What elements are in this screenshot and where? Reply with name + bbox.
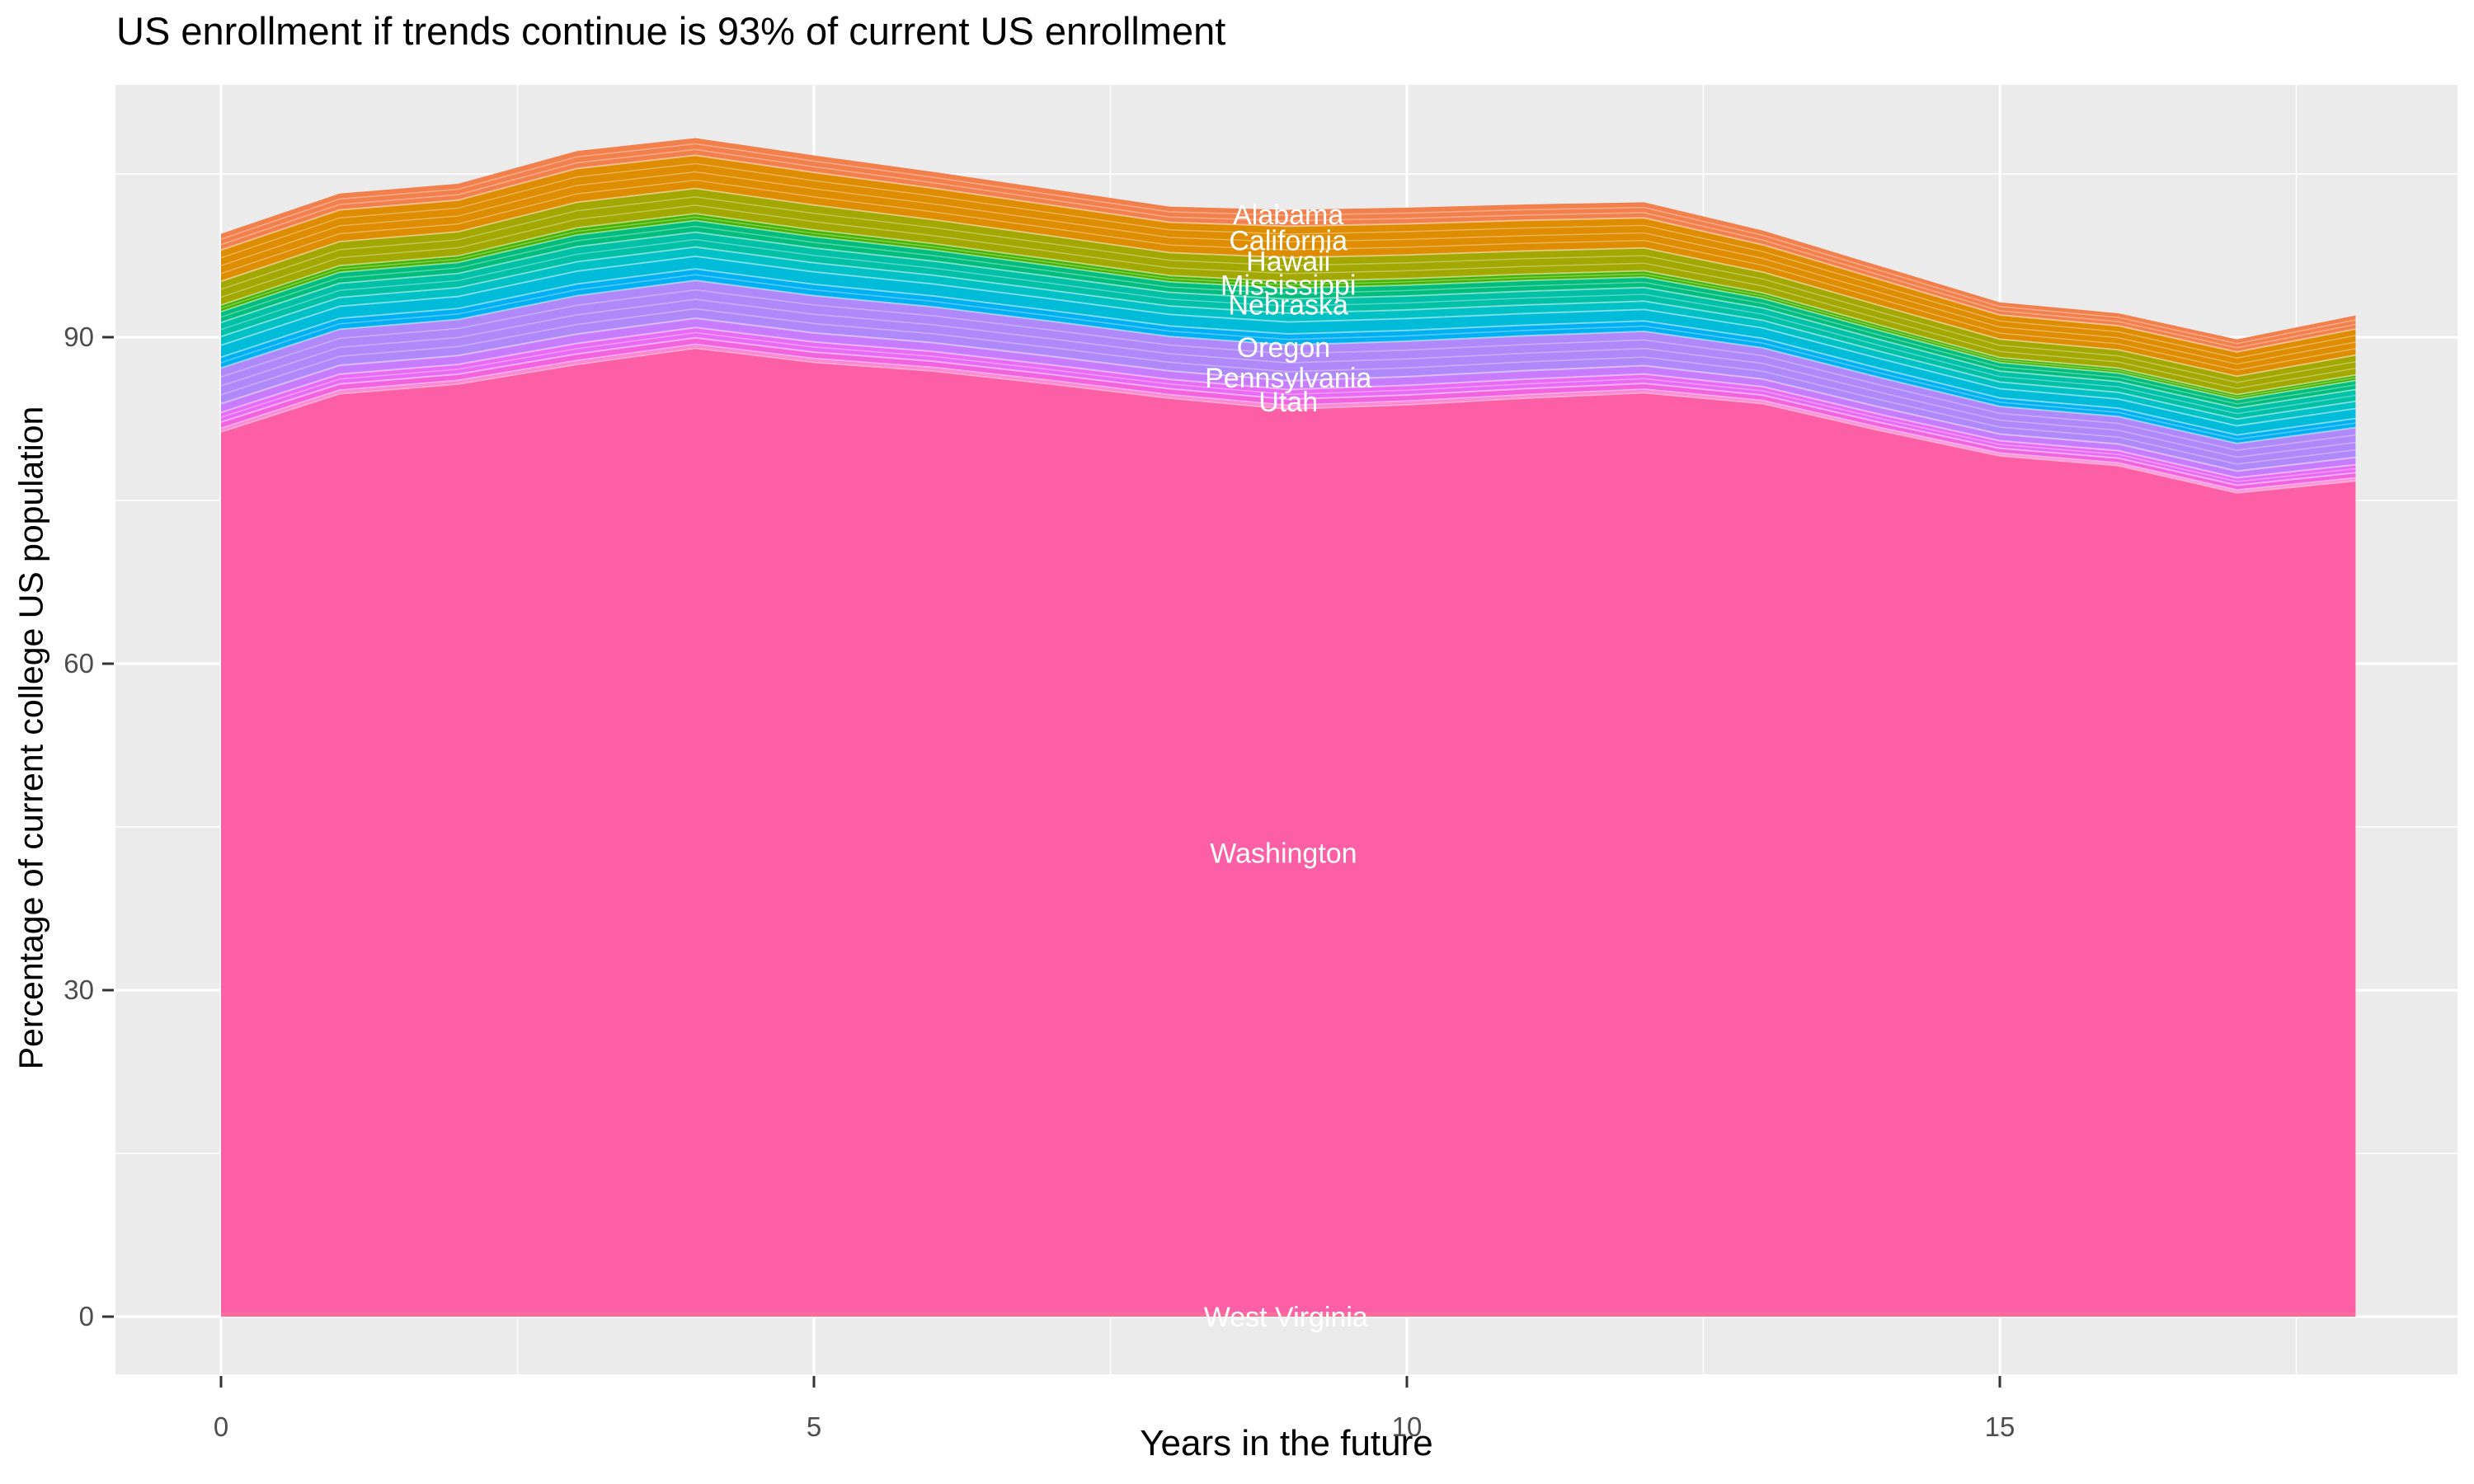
area-band-oregon xyxy=(221,280,2356,472)
y-tick-label-0: 0 xyxy=(79,1301,94,1331)
band-top-line-6 xyxy=(220,279,2356,444)
band-subline-6-2 xyxy=(220,298,2356,458)
x-tick-label-3: 15 xyxy=(1985,1411,2015,1442)
band-subline-10-1 xyxy=(220,238,2356,415)
state-label-washington: Washington xyxy=(1210,838,1357,870)
band-top-line-9 xyxy=(220,246,2356,420)
band-subline-6-3 xyxy=(220,289,2356,452)
chart-title: US enrollment if trends continue is 93% … xyxy=(116,9,1226,53)
band-subline-2-1 xyxy=(220,345,2356,492)
area-band-california xyxy=(221,155,2356,377)
area-band-alabama xyxy=(221,138,2356,352)
state-label-alabama: Alabama xyxy=(1233,200,1343,231)
band-top-line-7 xyxy=(220,268,2356,436)
state-label-hawaii: Hawaii xyxy=(1246,247,1330,278)
band-subline-12-1 xyxy=(220,216,2356,398)
y-tick-label-2: 60 xyxy=(63,648,94,679)
x-tick-label-0: 0 xyxy=(214,1411,228,1442)
band-subline-15-2 xyxy=(220,143,2356,345)
band-subline-14-1 xyxy=(220,179,2356,371)
band-top-line-1 xyxy=(220,347,2356,494)
band-top-line-12 xyxy=(220,213,2356,396)
area-band-west-virginia xyxy=(221,1313,2356,1317)
band-top-line-5 xyxy=(220,317,2356,472)
band-top-line-3 xyxy=(220,336,2356,486)
band-top-line-2 xyxy=(220,343,2356,491)
state-label-utah: Utah xyxy=(1258,387,1318,418)
band-subline-14-2 xyxy=(220,171,2356,365)
band-top-line-11 xyxy=(220,219,2356,401)
state-label-west-virginia: West Virginia xyxy=(1204,1302,1368,1333)
state-label-pennsylvania: Pennsylvania xyxy=(1205,363,1371,394)
band-subline-6-1 xyxy=(220,308,2356,465)
band-subline-13-2 xyxy=(220,195,2356,383)
band-top-line-13 xyxy=(220,187,2356,378)
band-subline-13-1 xyxy=(220,204,2356,390)
band-subline-15-1 xyxy=(220,148,2356,349)
band-subline-7-1 xyxy=(220,274,2356,440)
band-subline-11-1 xyxy=(220,225,2356,405)
x-tick-label-2: 10 xyxy=(1392,1411,1423,1442)
band-top-line-14 xyxy=(220,154,2356,353)
band-top-line-4 xyxy=(220,326,2356,479)
band-subline-14-3 xyxy=(220,162,2356,359)
band-top-line-8 xyxy=(220,255,2356,427)
area-band-washington xyxy=(221,348,2356,1313)
band-top-line-10 xyxy=(220,231,2356,410)
state-label-california: California xyxy=(1229,226,1348,257)
y-tick-label-1: 30 xyxy=(63,974,94,1005)
state-label-oregon: Oregon xyxy=(1237,332,1330,364)
y-tick-label-3: 90 xyxy=(63,322,94,352)
band-subline-4-1 xyxy=(220,331,2356,482)
state-label-nebraska: Nebraska xyxy=(1228,289,1348,321)
x-tick-label-1: 5 xyxy=(807,1411,821,1442)
state-label-mississippi: Mississippi xyxy=(1221,270,1356,302)
x-axis-title: Years in the future xyxy=(1140,1423,1433,1463)
